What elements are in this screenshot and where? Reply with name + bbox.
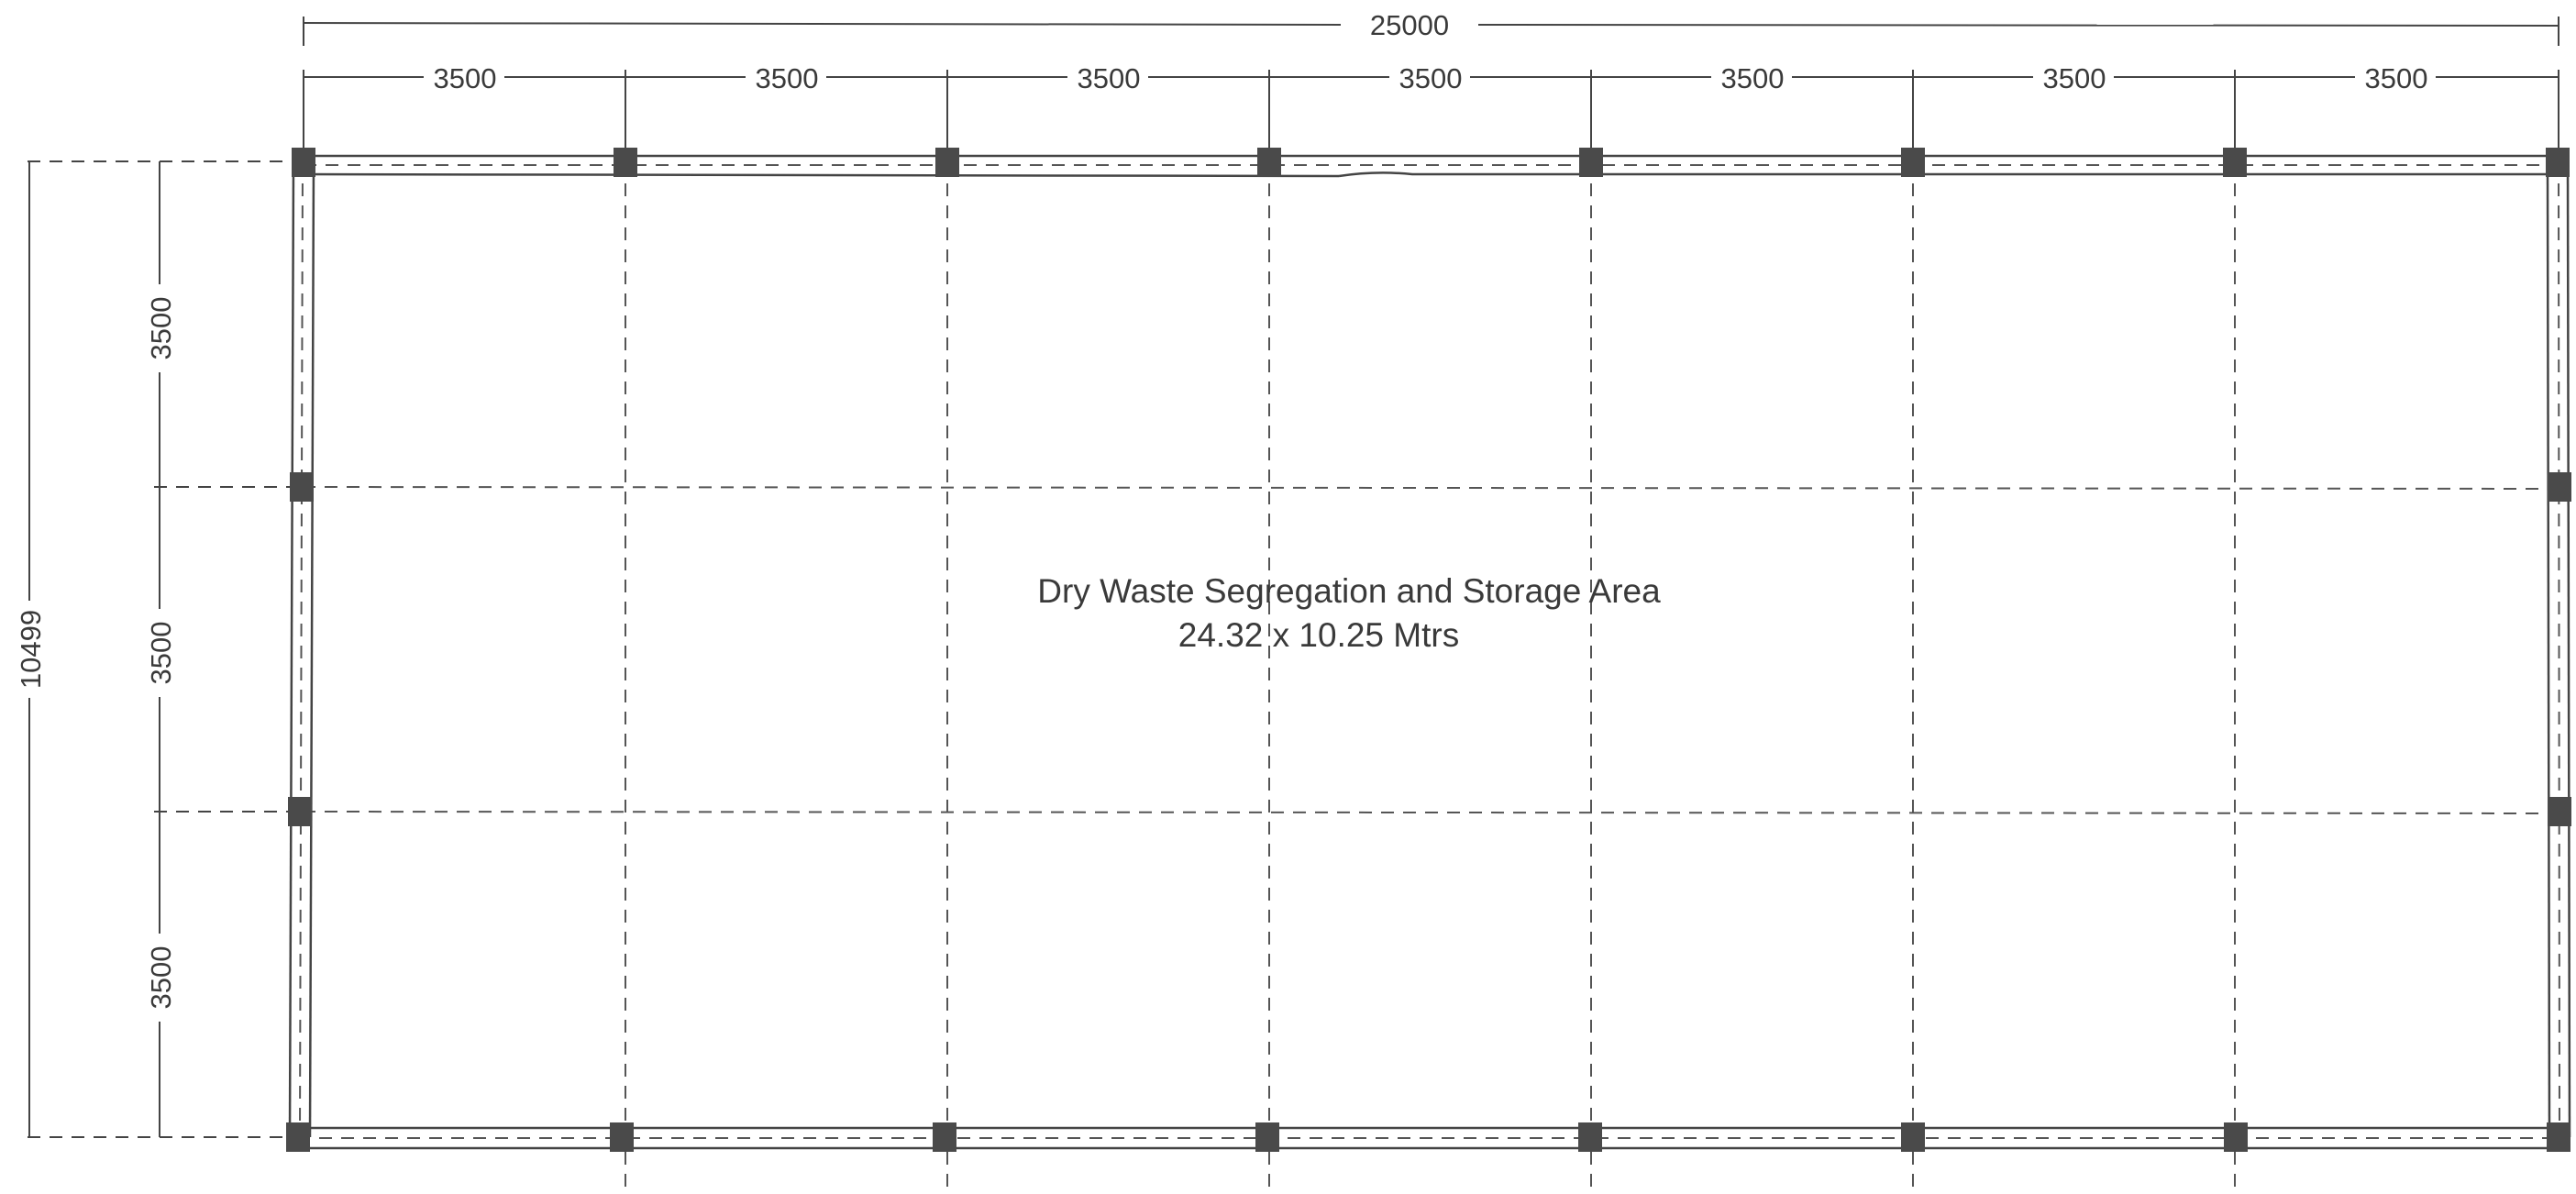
perimeter-wall (288, 154, 2571, 1150)
wall-centerline (297, 160, 2560, 1139)
bay-height-label-1: 3500 (145, 297, 177, 360)
column (614, 148, 637, 177)
columns (286, 148, 2571, 1152)
area-label: Dry Waste Segregation and Storage Area 2… (1037, 572, 1661, 654)
column (1578, 1122, 1602, 1152)
bay-height-dimensions: 3500 3500 3500 (145, 161, 303, 1137)
area-title: Dry Waste Segregation and Storage Area (1037, 572, 1661, 610)
bay-width-label-6: 3500 (2043, 62, 2106, 94)
column (286, 1122, 310, 1152)
column (2546, 148, 2570, 177)
overall-width-dimension: 25000 (303, 9, 2559, 46)
column (933, 1122, 956, 1152)
area-size: 24.32 x 10.25 Mtrs (1178, 616, 1459, 654)
column (290, 472, 314, 502)
overall-width-label: 25000 (1370, 9, 1449, 41)
column (610, 1122, 634, 1152)
bay-width-label-3: 3500 (1078, 62, 1141, 94)
column (2223, 148, 2247, 177)
bay-width-dimensions: 3500 3500 3500 3500 3500 3500 3500 (303, 62, 2559, 161)
overall-height-dimension: 10499 (13, 160, 303, 1138)
column (2547, 1122, 2570, 1152)
column (1901, 148, 1925, 177)
structural-grid (302, 161, 2559, 1194)
bay-width-label-5: 3500 (1721, 62, 1785, 94)
bay-width-label-1: 3500 (434, 62, 497, 94)
column (1579, 148, 1603, 177)
bay-width-label-4: 3500 (1399, 62, 1463, 94)
column (292, 148, 315, 177)
column (935, 148, 959, 177)
column (1257, 148, 1281, 177)
bay-width-label-7: 3500 (2365, 62, 2428, 94)
column (1901, 1122, 1925, 1152)
overall-height-label: 10499 (15, 610, 47, 689)
bay-height-label-2: 3500 (145, 622, 177, 685)
column (288, 797, 312, 826)
column (2548, 472, 2571, 502)
column (2548, 797, 2571, 826)
bay-width-label-2: 3500 (756, 62, 819, 94)
bay-height-label-3: 3500 (145, 946, 177, 1010)
column (1255, 1122, 1279, 1152)
column (2224, 1122, 2248, 1152)
